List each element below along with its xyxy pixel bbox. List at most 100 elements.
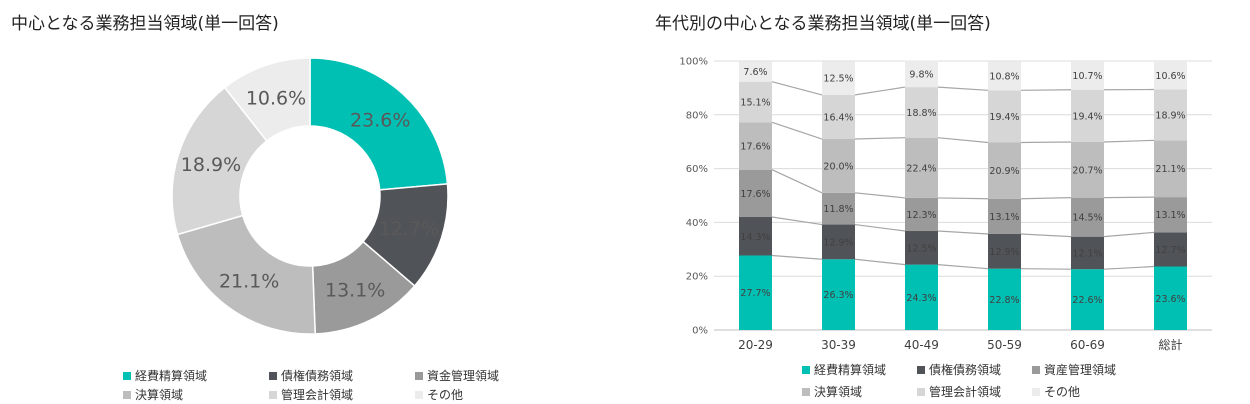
bar-data-label: 14.5% (1072, 213, 1102, 224)
bar-segment (822, 94, 855, 140)
series-connector-line (771, 216, 823, 226)
bar-data-label: 23.6% (1155, 294, 1185, 305)
bar-data-label: 18.8% (906, 108, 936, 119)
series-connector-line (854, 223, 906, 232)
series-connector-line (937, 197, 989, 200)
bar-segment (988, 198, 1021, 234)
bar-segment (739, 122, 772, 170)
bar-segment (1071, 236, 1104, 270)
series-connector-line (771, 81, 823, 96)
bar-data-label: 12.1% (1072, 248, 1102, 259)
bar-data-label: 10.8% (989, 71, 1019, 82)
legend-label: 経費精算領域 (814, 363, 887, 377)
series-connector-line (854, 86, 906, 96)
legend-swatch (415, 390, 423, 399)
bar-data-label: 20.0% (823, 161, 853, 172)
bar-segment (1154, 89, 1187, 141)
x-tick-label: 40-49 (904, 338, 939, 352)
bar-data-label: 26.3% (823, 290, 853, 301)
x-tick-label: 30-39 (821, 338, 856, 352)
donut-data-label: 13.1% (325, 280, 385, 302)
legend-swatch (123, 390, 131, 399)
series-connector-line (937, 230, 989, 235)
legend-item: 管理会計領域 (917, 383, 1001, 400)
bar-segment (1154, 232, 1187, 267)
series-connector-line (1103, 196, 1155, 199)
bar-segment (822, 61, 855, 95)
legend-label: 管理会計領域 (929, 385, 1002, 399)
legend-label: 資産管理領域 (1044, 363, 1117, 377)
bar-segment (822, 259, 855, 330)
bar-segment (988, 233, 1021, 269)
series-connector-line (771, 121, 823, 140)
legend-item: 資産管理領域 (1032, 361, 1116, 378)
legend-swatch (1032, 387, 1040, 396)
legend-label: 決算領域 (814, 385, 863, 399)
series-connector-line (854, 192, 906, 199)
bar-segment (905, 60, 938, 88)
legend-swatch (269, 371, 277, 380)
legend-label: 資金管理領域 (427, 369, 500, 383)
bar-data-label: 21.1% (1155, 164, 1185, 175)
legend-item: 経費精算領域 (802, 361, 886, 378)
bar-data-label: 10.7% (1072, 71, 1102, 82)
legend-swatch (917, 365, 925, 374)
donut-slice (309, 57, 449, 191)
bar-data-label: 10.6% (1155, 71, 1185, 82)
y-tick-label: 80% (686, 110, 708, 121)
series-connector-line (771, 169, 823, 194)
bar-data-label: 12.9% (823, 237, 853, 248)
bar-data-label: 19.4% (989, 112, 1019, 123)
series-connector-line (1020, 197, 1072, 200)
legend-item: 決算領域 (123, 386, 183, 403)
legend-item: その他 (1032, 383, 1080, 400)
y-tick-label: 100% (679, 57, 708, 68)
legend-swatch (269, 390, 277, 399)
bar-segment (822, 139, 855, 193)
bar-segment (822, 224, 855, 260)
donut-data-label: 23.6% (350, 109, 410, 131)
legend-label: 債権債務領域 (929, 363, 1002, 377)
series-connector-line (771, 254, 823, 260)
legend-label: 管理会計領域 (281, 388, 354, 402)
bar-data-label: 16.4% (823, 112, 853, 123)
bar-data-label: 22.8% (989, 295, 1019, 306)
bar-data-label: 14.3% (740, 232, 770, 243)
legend-swatch (123, 371, 131, 380)
series-connector-line (1020, 141, 1072, 144)
bar-data-label: 13.1% (1155, 210, 1185, 221)
bar-segment (1154, 140, 1187, 198)
bar-segment (1071, 141, 1104, 198)
bar-segment (988, 61, 1021, 91)
series-connector-line (937, 86, 989, 91)
donut-chart-title: 中心となる業務担当領域(単一回答) (11, 14, 279, 34)
bar-segment (1154, 61, 1187, 90)
series-connector-line (1020, 89, 1072, 91)
bar-segment (1071, 269, 1104, 330)
x-tick-label: 60-69 (1070, 338, 1105, 352)
bar-data-label: 12.5% (823, 74, 853, 85)
bar-data-label: 18.9% (1155, 110, 1185, 121)
y-tick-label: 20% (686, 272, 708, 283)
bar-data-label: 7.6% (743, 67, 767, 78)
bar-segment (905, 231, 938, 265)
bar-data-label: 27.7% (740, 288, 770, 299)
bar-data-label: 20.9% (989, 166, 1019, 177)
bar-data-label: 12.5% (906, 243, 936, 254)
legend-item: 債権債務領域 (269, 367, 353, 384)
bar-segment (988, 90, 1021, 143)
donut-data-label: 18.9% (181, 154, 241, 176)
bar-segment (739, 169, 772, 218)
bar-segment (739, 81, 772, 123)
donut-data-label: 21.1% (219, 270, 279, 292)
legend-label: 決算領域 (135, 388, 184, 402)
series-connector-line (1020, 233, 1072, 238)
bar-data-label: 12.9% (989, 247, 1019, 258)
series-connector-line (854, 137, 906, 140)
bar-data-label: 22.6% (1072, 295, 1102, 306)
legend-swatch (415, 371, 423, 380)
donut-slice (223, 57, 311, 143)
y-tick-label: 60% (686, 164, 708, 175)
series-connector-line (854, 258, 906, 266)
